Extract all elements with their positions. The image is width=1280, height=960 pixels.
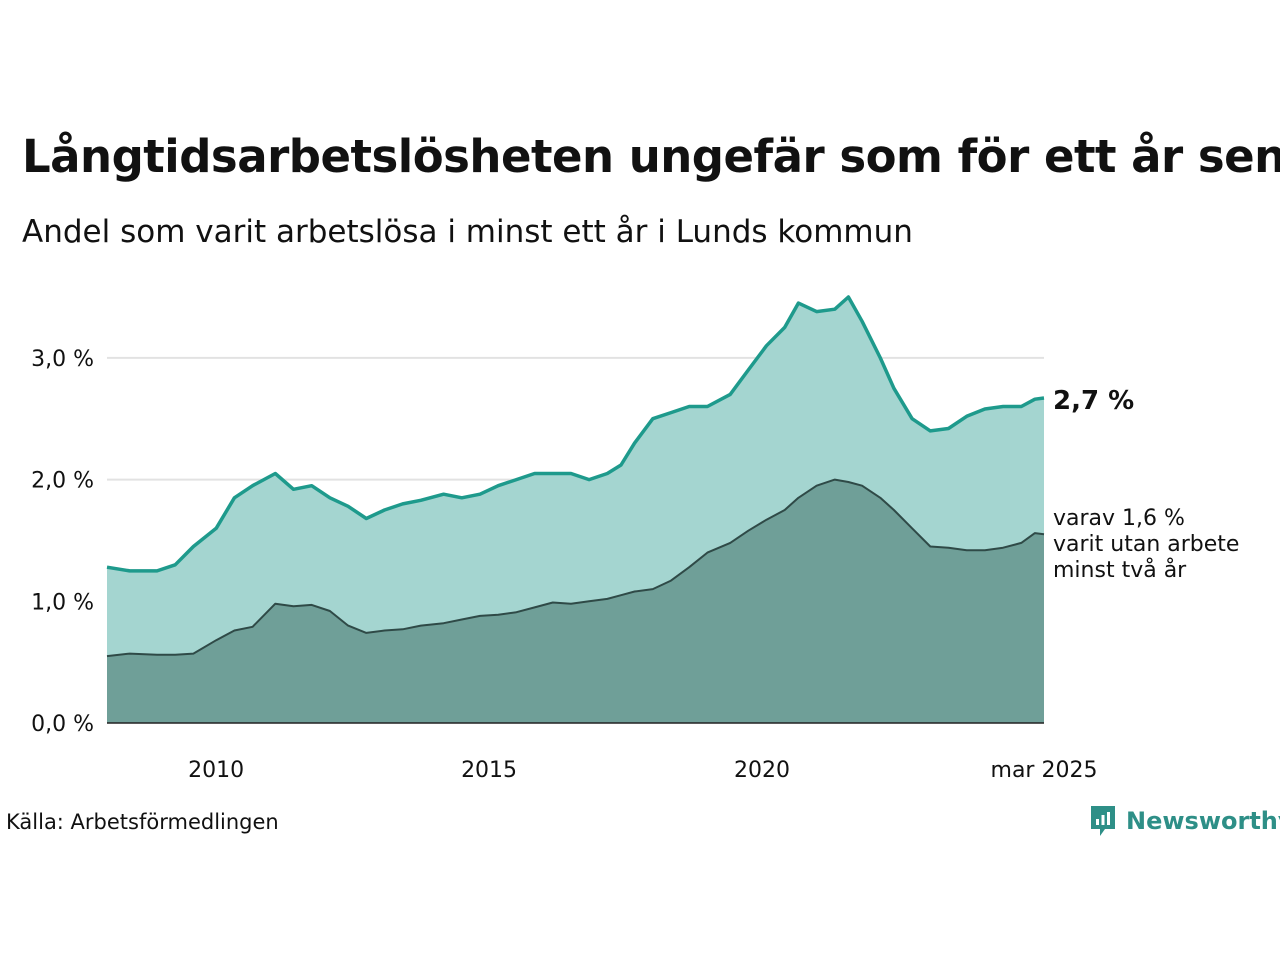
- end-label-sub: minst två år: [1053, 557, 1187, 583]
- end-label-sub: varit utan arbete: [1053, 532, 1239, 557]
- end-label-main: 2,7 %: [1053, 386, 1134, 416]
- x-tick-label: 2015: [461, 758, 517, 783]
- y-tick-label: 3,0 %: [31, 347, 94, 372]
- series-area-2: [107, 479, 1044, 723]
- series-line-2: [106, 478, 1045, 658]
- y-tick-label: 2,0 %: [31, 469, 94, 494]
- y-tick-label: 1,0 %: [31, 590, 94, 615]
- series-line-1: [106, 295, 1045, 573]
- end-label-sub: varav 1,6 %: [1053, 506, 1185, 531]
- y-tick-label: 0,0 %: [31, 712, 94, 737]
- chart-subtitle: Andel som varit arbetslösa i minst ett å…: [22, 214, 913, 250]
- x-tick-label: mar 2025: [991, 758, 1098, 783]
- brand-name: Newsworthy: [1126, 807, 1280, 835]
- source-note: Källa: Arbetsförmedlingen: [6, 810, 279, 834]
- brand-logo: Newsworthy: [1088, 803, 1280, 839]
- chart-title: Långtidsarbetslösheten ungefär som för e…: [22, 130, 1280, 183]
- x-tick-label: 2010: [188, 758, 244, 783]
- x-tick-label: 2020: [734, 758, 790, 783]
- newsworthy-icon: [1091, 806, 1115, 836]
